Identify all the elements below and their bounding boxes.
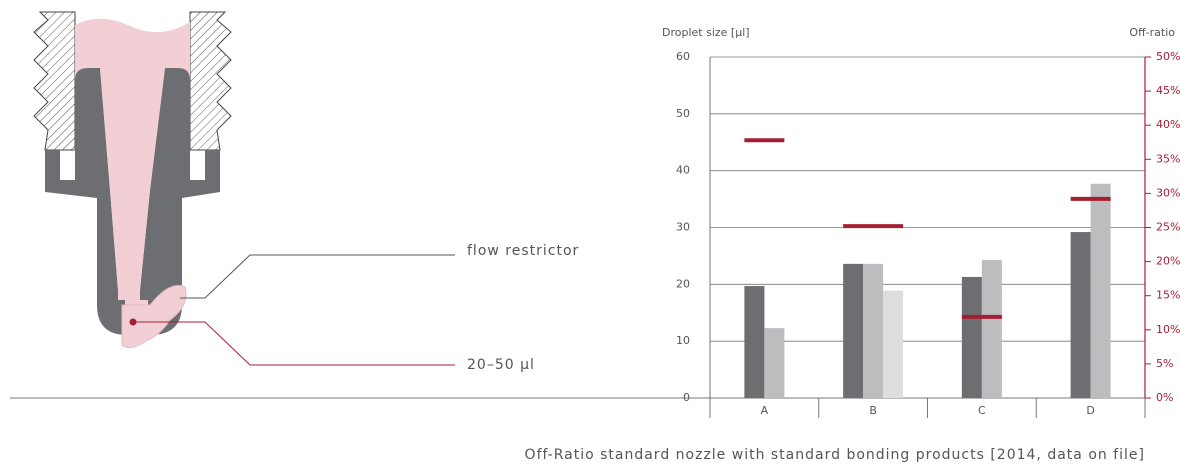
y2-tick-label: 50%: [1156, 50, 1180, 63]
y2-tick-label: 5%: [1156, 357, 1173, 370]
y-tick-label: 60: [676, 50, 690, 63]
bar: [883, 291, 903, 398]
y2-tick-label: 30%: [1156, 186, 1180, 199]
bar: [1071, 232, 1091, 398]
y2-tick-label: 40%: [1156, 118, 1180, 131]
x-tick-label: D: [1086, 404, 1094, 417]
callout-label: 20–50 µl: [467, 357, 535, 373]
x-tick-label: C: [978, 404, 986, 417]
bar: [863, 264, 883, 398]
y-axis-label: Droplet size [µl]: [662, 26, 750, 39]
x-tick-label: A: [761, 404, 769, 417]
y2-tick-label: 20%: [1156, 255, 1180, 268]
y2-tick-label: 15%: [1156, 289, 1180, 302]
y2-tick-label: 25%: [1156, 221, 1180, 234]
y2-tick-label: 35%: [1156, 152, 1180, 165]
y-tick-label: 10: [676, 334, 690, 347]
bar: [744, 286, 764, 398]
x-tick-label: B: [869, 404, 877, 417]
y2-tick-label: 45%: [1156, 84, 1180, 97]
figure: flow restrictor 20–50 µl Droplet size [µ…: [0, 0, 1180, 465]
y-tick-label: 30: [676, 221, 690, 234]
y-tick-label: 50: [676, 107, 690, 120]
nozzle-drawing: flow restrictor 20–50 µl: [34, 12, 579, 373]
bar: [1091, 184, 1111, 398]
y2-tick-label: 10%: [1156, 323, 1180, 336]
y-tick-label: 40: [676, 164, 690, 177]
y-tick-label: 20: [676, 277, 690, 290]
y2-axis-label: Off-ratio: [1129, 26, 1175, 39]
y-tick-label: 0: [683, 391, 690, 404]
bar: [843, 264, 863, 398]
bar: [764, 328, 784, 398]
caption: Off-Ratio standard nozzle with standard …: [525, 447, 1145, 463]
page: flow restrictor 20–50 µl Droplet size [µ…: [0, 0, 1180, 465]
callout-label: flow restrictor: [467, 243, 579, 259]
y2-tick-label: 0%: [1156, 391, 1173, 404]
bar: [982, 260, 1002, 398]
bar: [962, 277, 982, 398]
